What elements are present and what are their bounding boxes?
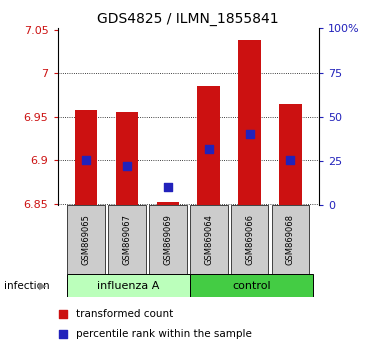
Text: influenza A: influenza A (98, 281, 160, 291)
Text: GSM869069: GSM869069 (163, 215, 173, 265)
Point (288, 158, 293, 163)
Text: percentile rank within the sample: percentile rank within the sample (76, 329, 252, 339)
Text: GSM869066: GSM869066 (245, 214, 254, 266)
Text: control: control (232, 281, 270, 291)
Point (60, 331, 66, 336)
Point (83, 158, 89, 163)
Bar (67, 274, 190, 297)
Bar (238, 40, 261, 205)
Text: transformed count: transformed count (76, 309, 173, 319)
Text: ▶: ▶ (39, 281, 46, 291)
Bar (190, 274, 312, 297)
Bar (108, 205, 146, 274)
Bar (197, 86, 220, 205)
Point (124, 164, 130, 169)
Bar (231, 205, 268, 274)
Text: GSM869064: GSM869064 (204, 215, 213, 265)
Bar (157, 202, 179, 205)
Text: GSM869068: GSM869068 (286, 214, 295, 266)
Bar (190, 205, 227, 274)
Bar (67, 205, 105, 274)
Bar (116, 112, 138, 205)
Bar (279, 104, 302, 205)
Bar (272, 205, 309, 274)
Text: GSM869065: GSM869065 (82, 215, 91, 265)
Bar (149, 205, 187, 274)
Point (206, 146, 212, 152)
Text: infection: infection (4, 281, 49, 291)
Point (247, 131, 253, 137)
Bar (75, 110, 97, 205)
Title: GDS4825 / ILMN_1855841: GDS4825 / ILMN_1855841 (98, 12, 279, 26)
Text: GSM869067: GSM869067 (122, 214, 131, 266)
Point (165, 184, 171, 190)
Point (60, 312, 66, 317)
